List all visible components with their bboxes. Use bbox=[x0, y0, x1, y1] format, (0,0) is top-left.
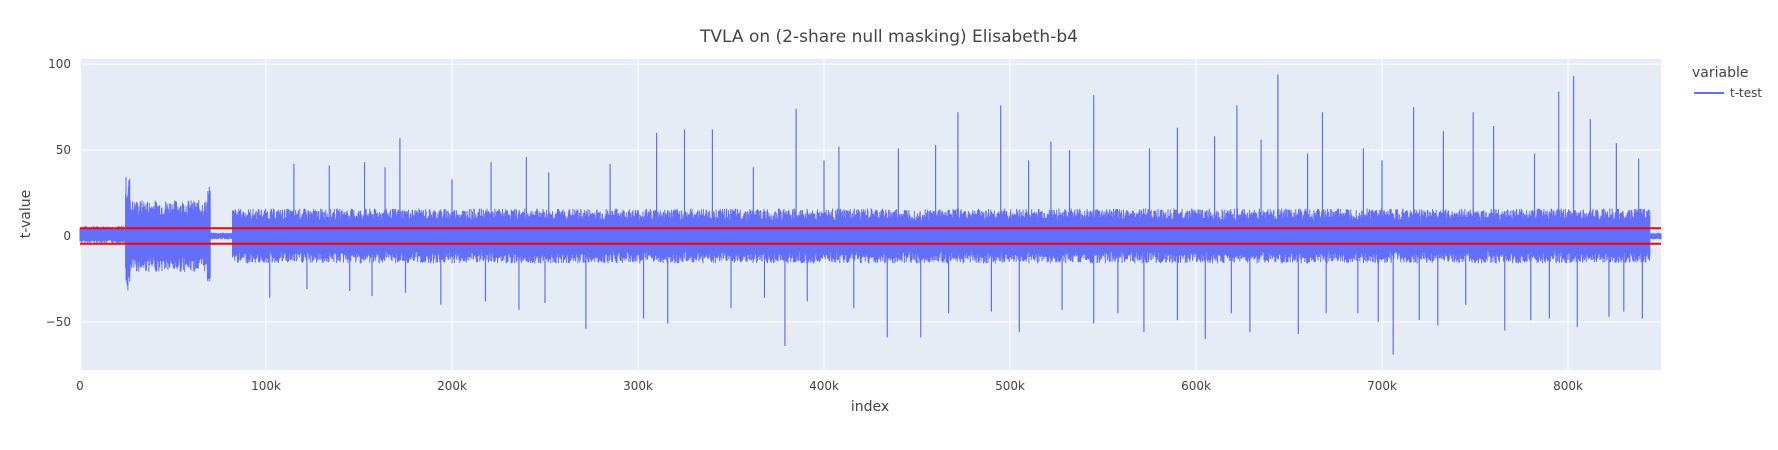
x-tick-label: 700k bbox=[1367, 379, 1397, 393]
x-tick-label: 800k bbox=[1553, 379, 1583, 393]
x-tick-label: 300k bbox=[623, 379, 653, 393]
x-tick-label: 200k bbox=[437, 379, 467, 393]
x-tick-labels: 0 100k 200k 300k 400k 500k 600k 700k 800k bbox=[76, 379, 1583, 393]
x-tick-label: 600k bbox=[1181, 379, 1211, 393]
y-axis-title: t-value bbox=[18, 190, 34, 238]
x-tick-label: 400k bbox=[809, 379, 839, 393]
x-tick-label: 0 bbox=[76, 379, 84, 393]
series-layer bbox=[79, 74, 1662, 355]
x-tick-label: 500k bbox=[995, 379, 1025, 393]
legend-title: variable bbox=[1692, 65, 1748, 81]
y-tick-label: 50 bbox=[56, 143, 71, 157]
threshold-layer bbox=[80, 227, 1661, 245]
legend: variable t-test bbox=[1692, 65, 1762, 100]
series-line-t-test bbox=[79, 176, 1662, 291]
x-tick-label: 100k bbox=[251, 379, 281, 393]
chart-title: TVLA on (2-share null masking) Elisabeth… bbox=[699, 27, 1078, 47]
y-tick-label: 0 bbox=[63, 229, 71, 243]
y-tick-label: 100 bbox=[48, 57, 71, 71]
y-tick-label: −50 bbox=[46, 315, 71, 329]
x-axis-title: index bbox=[851, 399, 889, 415]
y-tick-labels: −50 0 50 100 bbox=[46, 57, 71, 329]
legend-label-t-test: t-test bbox=[1730, 86, 1762, 100]
